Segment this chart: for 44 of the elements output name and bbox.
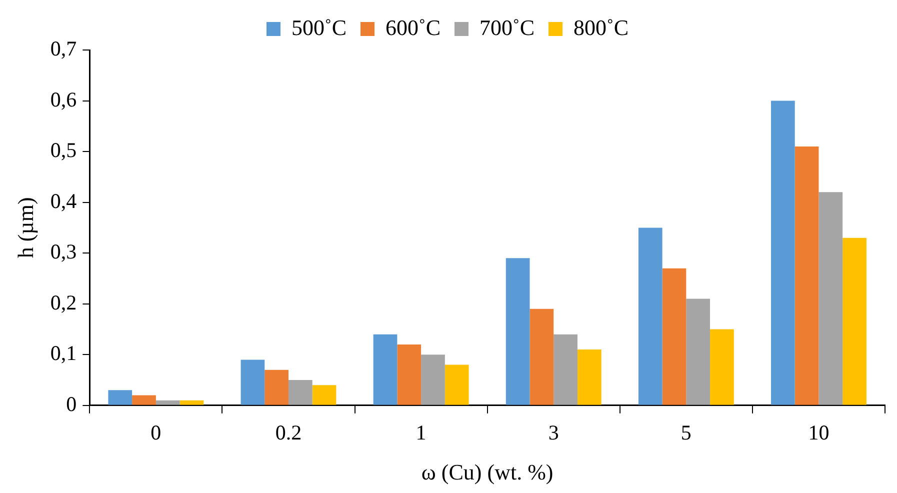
bar <box>397 344 422 405</box>
legend-label: 600˚C <box>386 14 440 40</box>
legend-label: 700˚C <box>480 14 534 40</box>
bar <box>132 395 156 405</box>
x-tick-label: 0 <box>150 420 162 445</box>
bar <box>771 100 795 405</box>
bar <box>180 400 204 405</box>
bar <box>108 390 132 405</box>
bar <box>530 308 554 405</box>
x-tick-label: 0.2 <box>275 420 302 445</box>
y-tick-label: 0,5 <box>50 138 77 162</box>
bar <box>686 298 710 405</box>
y-tick-label: 0,7 <box>50 36 77 61</box>
bar <box>444 364 469 405</box>
x-axis-title: ω (Cu) (wt. %) <box>421 460 554 485</box>
y-tick-label: 0,3 <box>50 240 77 264</box>
y-tick-label: 0,2 <box>50 290 77 314</box>
x-tick-label: 3 <box>548 420 559 445</box>
bar <box>288 380 312 405</box>
bar <box>638 228 662 405</box>
x-tick-label: 5 <box>680 420 692 445</box>
bar <box>312 385 336 405</box>
y-tick-label: 0,6 <box>50 87 77 112</box>
bar <box>577 350 602 405</box>
bar <box>421 354 445 405</box>
y-tick-label: 0,4 <box>50 188 78 213</box>
y-axis-title: h (µm) <box>12 197 38 258</box>
bar <box>794 146 819 405</box>
x-tick-label: 10 <box>808 420 830 445</box>
y-tick-label: 0,1 <box>50 341 77 366</box>
x-tick-label: 1 <box>416 420 426 445</box>
bar <box>264 370 288 405</box>
bar <box>240 360 265 405</box>
bar <box>710 329 734 405</box>
bar <box>373 334 398 405</box>
bar <box>554 334 578 405</box>
bar <box>156 400 180 405</box>
legend-label: 500˚C <box>292 14 346 40</box>
bar <box>506 258 530 405</box>
bar <box>662 268 686 405</box>
bar <box>842 238 866 405</box>
y-tick-label: 0 <box>66 392 77 416</box>
bar <box>818 192 843 405</box>
legend-label: 800˚C <box>574 14 628 40</box>
